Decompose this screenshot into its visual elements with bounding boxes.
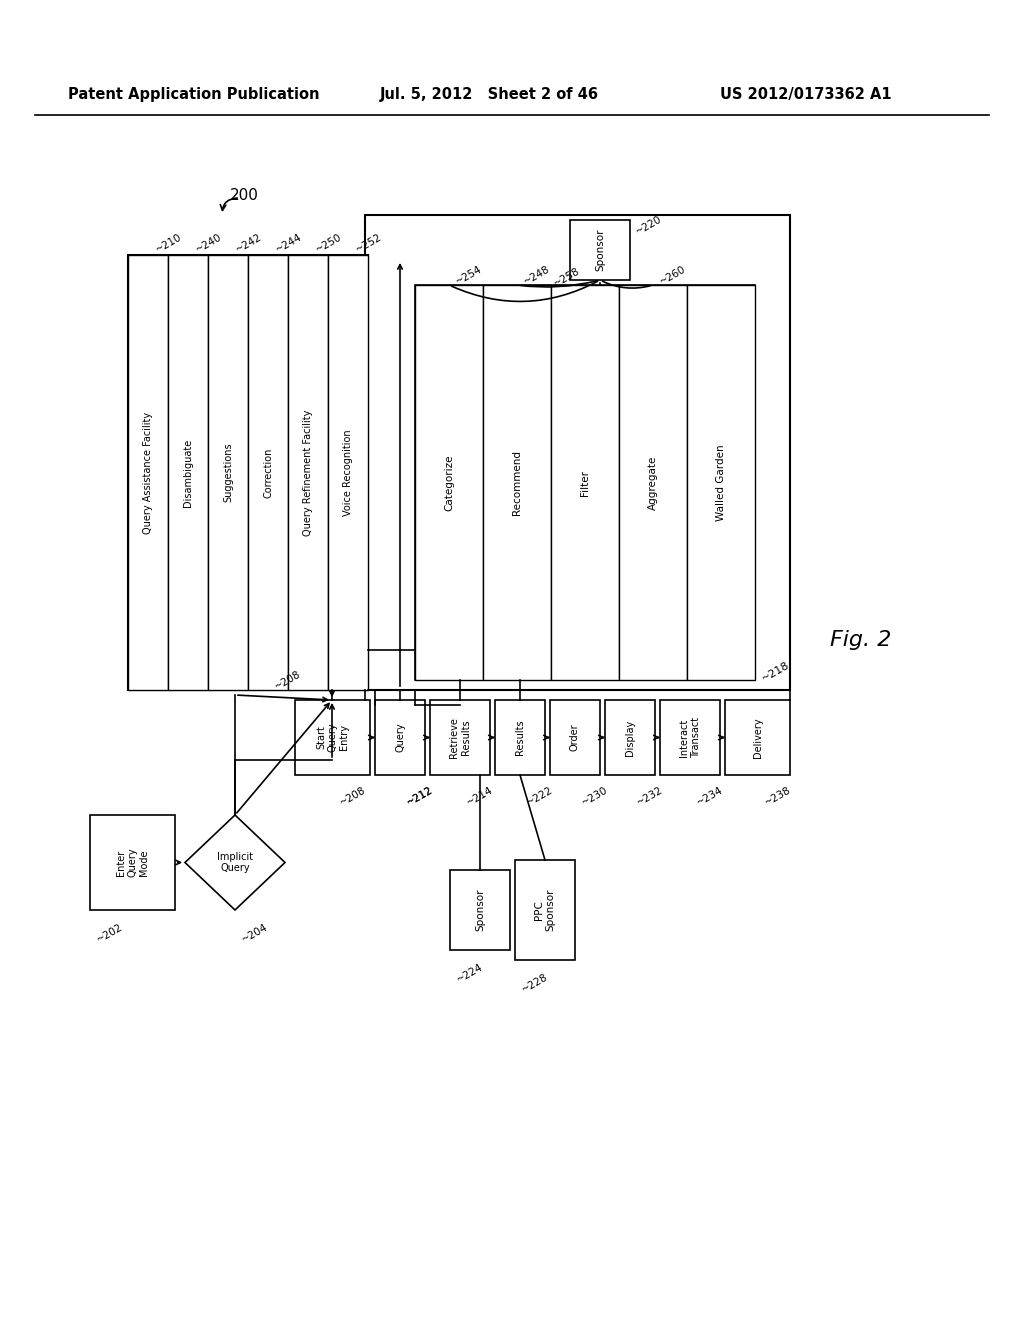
- Text: ~224: ~224: [455, 962, 484, 985]
- Bar: [605, 700, 655, 775]
- Text: ~240: ~240: [194, 231, 223, 255]
- Text: Correction: Correction: [263, 447, 273, 498]
- Text: 200: 200: [230, 187, 259, 202]
- Text: Aggregate: Aggregate: [648, 455, 658, 510]
- Bar: [248, 255, 288, 690]
- Text: ~252: ~252: [354, 231, 384, 255]
- Bar: [90, 814, 175, 909]
- Text: Fig. 2: Fig. 2: [830, 630, 891, 649]
- Bar: [208, 255, 248, 690]
- Bar: [128, 255, 368, 690]
- Text: Patent Application Publication: Patent Application Publication: [68, 87, 319, 103]
- Text: ~242: ~242: [234, 231, 264, 255]
- Text: ~238: ~238: [763, 785, 793, 808]
- Text: Suggestions: Suggestions: [223, 442, 233, 503]
- Text: Results: Results: [515, 719, 525, 755]
- Text: ~244: ~244: [274, 231, 304, 255]
- Text: ~218: ~218: [760, 660, 792, 684]
- Text: Sponsor: Sponsor: [595, 228, 605, 271]
- Text: Start
Query
Entry: Start Query Entry: [315, 722, 349, 752]
- Bar: [515, 861, 575, 960]
- Bar: [725, 700, 790, 775]
- Text: US 2012/0173362 A1: US 2012/0173362 A1: [720, 87, 892, 103]
- Text: ~230: ~230: [580, 785, 609, 808]
- Text: ~202: ~202: [95, 921, 125, 945]
- Text: Sponsor: Sponsor: [475, 888, 485, 931]
- Text: Retrieve
Results: Retrieve Results: [450, 717, 471, 758]
- Bar: [415, 285, 483, 680]
- Text: ~212: ~212: [406, 785, 435, 808]
- Text: ~214: ~214: [465, 785, 495, 808]
- Text: Delivery: Delivery: [753, 717, 763, 758]
- Bar: [365, 215, 790, 690]
- Text: Display: Display: [625, 719, 635, 755]
- Text: ~234: ~234: [695, 785, 725, 808]
- Text: ~208: ~208: [338, 785, 368, 808]
- Text: PPC
Sponsor: PPC Sponsor: [535, 888, 556, 931]
- Text: ~232: ~232: [635, 785, 665, 808]
- Bar: [295, 700, 370, 775]
- Text: ~228: ~228: [520, 972, 550, 995]
- Text: ~204: ~204: [240, 921, 269, 945]
- Polygon shape: [185, 814, 285, 909]
- Text: Implicit
Query: Implicit Query: [217, 851, 253, 874]
- Text: Interact
Transact: Interact Transact: [679, 717, 700, 758]
- Text: Query: Query: [395, 722, 406, 752]
- Text: Disambiguate: Disambiguate: [183, 438, 193, 507]
- Text: ~210: ~210: [154, 231, 183, 255]
- Bar: [168, 255, 208, 690]
- Bar: [551, 285, 618, 680]
- Text: Categorize: Categorize: [444, 454, 454, 511]
- Bar: [495, 700, 545, 775]
- Text: ~260: ~260: [658, 264, 688, 286]
- Text: ~222: ~222: [525, 785, 555, 808]
- Text: Jul. 5, 2012   Sheet 2 of 46: Jul. 5, 2012 Sheet 2 of 46: [380, 87, 599, 103]
- Text: ~220: ~220: [634, 214, 664, 236]
- Bar: [128, 255, 168, 690]
- Text: Recommend: Recommend: [512, 450, 522, 515]
- Bar: [687, 285, 755, 680]
- Bar: [430, 700, 490, 775]
- Text: Filter: Filter: [580, 470, 590, 495]
- Bar: [570, 220, 630, 280]
- Text: Voice Recognition: Voice Recognition: [343, 429, 353, 516]
- Bar: [483, 285, 551, 680]
- Bar: [618, 285, 687, 680]
- Bar: [550, 700, 600, 775]
- Text: ~250: ~250: [314, 231, 344, 255]
- Text: Walled Garden: Walled Garden: [716, 445, 726, 521]
- Bar: [450, 870, 510, 950]
- Text: ~212: ~212: [406, 785, 435, 808]
- Text: Enter
Query
Mode: Enter Query Mode: [116, 847, 150, 878]
- Bar: [375, 700, 425, 775]
- Text: ~254: ~254: [454, 264, 483, 286]
- Text: Query Assistance Facility: Query Assistance Facility: [143, 412, 153, 533]
- Text: Query Refinement Facility: Query Refinement Facility: [303, 409, 313, 536]
- Text: ~208: ~208: [273, 669, 303, 692]
- Text: ~248: ~248: [522, 264, 552, 286]
- Bar: [288, 255, 328, 690]
- Text: ~258: ~258: [552, 265, 582, 289]
- Bar: [328, 255, 368, 690]
- Text: Order: Order: [570, 723, 580, 751]
- Bar: [660, 700, 720, 775]
- Bar: [415, 285, 755, 680]
